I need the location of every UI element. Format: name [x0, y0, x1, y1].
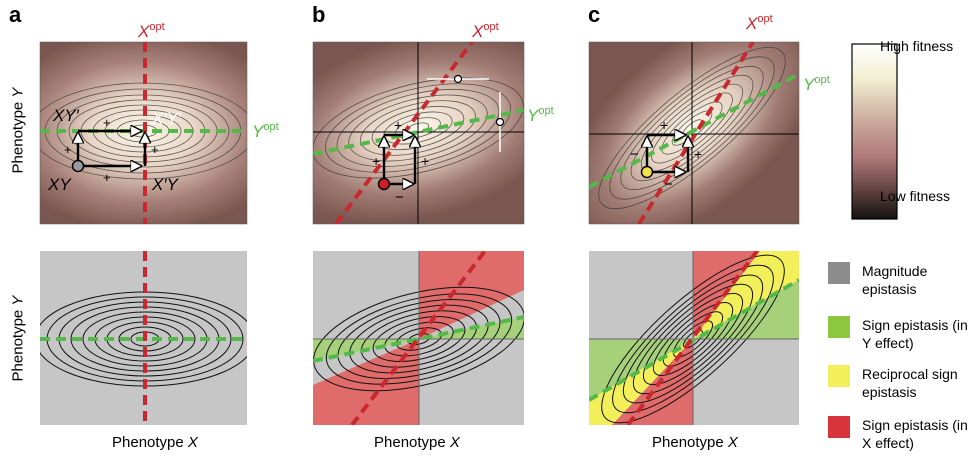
genotype-xy-prime: XY′ [52, 106, 80, 125]
genotype-xprime-y: X′Y [151, 175, 180, 194]
sign-a-3: + [64, 142, 72, 157]
sign-b-2: − [395, 189, 404, 206]
sign-b-4: + [421, 153, 429, 169]
legend-label-reciprocal: Reciprocal sign epistasis [862, 366, 958, 400]
sign-a-4: + [151, 142, 159, 157]
genotype-xy: XY [47, 175, 72, 194]
sign-b-1: + [394, 117, 402, 133]
y-opt-label-b: Yopt [527, 105, 554, 125]
x-opt-label-b: Xopt [471, 21, 499, 41]
x-axis-label-b: Phenotype X [374, 434, 460, 451]
epistasis-map-a [40, 251, 247, 425]
sign-b-3: + [372, 153, 380, 169]
panel-label-b: b [312, 2, 326, 27]
epistasis-map-c [589, 251, 799, 425]
legend-swatch-reciprocal [828, 365, 850, 387]
sign-c-4: + [694, 146, 702, 162]
colorbar-high-label: High fitness [880, 38, 954, 54]
x-axis-label-a: Phenotype X [112, 434, 198, 451]
epistasis-map-b [313, 251, 524, 425]
sign-a-2: + [103, 170, 111, 185]
colorbar-low-label: Low fitness [880, 188, 951, 204]
y-opt-label-c: Yopt [803, 74, 830, 94]
legend-swatch-sign-y [828, 316, 850, 338]
sign-c-3: − [630, 146, 639, 163]
legend-label-magnitude: Magnitude epistasis [862, 263, 928, 297]
landscape-a [40, 42, 247, 224]
y-opt-label-a: Yopt [252, 121, 279, 141]
panel-label-a: a [9, 2, 22, 27]
x-opt-label-a: Xopt [137, 21, 165, 41]
legend-label-sign-x: Sign epistasis (in X effect) [862, 417, 968, 451]
landscape-b [313, 42, 524, 224]
sign-c-2: − [664, 176, 673, 193]
sign-c-1: + [660, 117, 668, 133]
genotype-xprime-yprime: X′Y′ [151, 109, 182, 128]
panel-label-c: c [588, 2, 601, 27]
sign-a-1: + [103, 115, 111, 130]
legend-swatch-magnitude [828, 262, 850, 284]
legend-label-sign-y: Sign epistasis (in Y effect) [862, 317, 968, 351]
landscape-c [589, 42, 799, 224]
x-axis-label-c: Phenotype X [652, 434, 738, 451]
legend-swatch-sign-x [828, 416, 850, 438]
x-opt-label-c: Xopt [745, 13, 773, 33]
fitness-colorbar [851, 43, 898, 220]
